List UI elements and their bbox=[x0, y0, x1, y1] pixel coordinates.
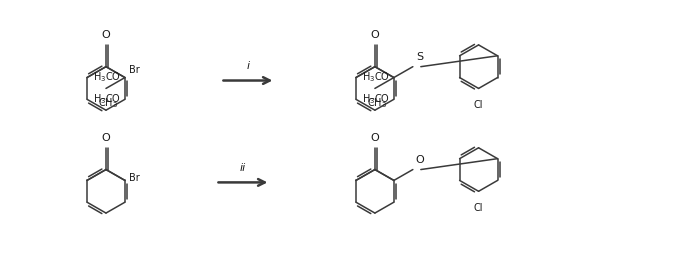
Text: Br: Br bbox=[129, 174, 140, 184]
Text: Br: Br bbox=[129, 65, 140, 75]
Text: Cl: Cl bbox=[474, 203, 483, 213]
Text: i: i bbox=[246, 61, 249, 71]
Text: O: O bbox=[416, 155, 425, 165]
Text: CH$_3$: CH$_3$ bbox=[367, 96, 387, 110]
Text: Cl: Cl bbox=[474, 100, 483, 110]
Text: ii: ii bbox=[240, 163, 246, 173]
Text: O: O bbox=[370, 133, 379, 143]
Text: O: O bbox=[102, 133, 111, 143]
Text: S: S bbox=[416, 52, 423, 62]
Text: H$_3$CO: H$_3$CO bbox=[93, 71, 121, 84]
Text: H$_3$CO: H$_3$CO bbox=[93, 92, 121, 106]
Text: H$_3$CO: H$_3$CO bbox=[362, 92, 390, 106]
Text: CH$_3$: CH$_3$ bbox=[98, 96, 118, 110]
Text: H$_3$CO: H$_3$CO bbox=[362, 71, 390, 84]
Text: O: O bbox=[370, 30, 379, 40]
Text: O: O bbox=[102, 30, 111, 40]
